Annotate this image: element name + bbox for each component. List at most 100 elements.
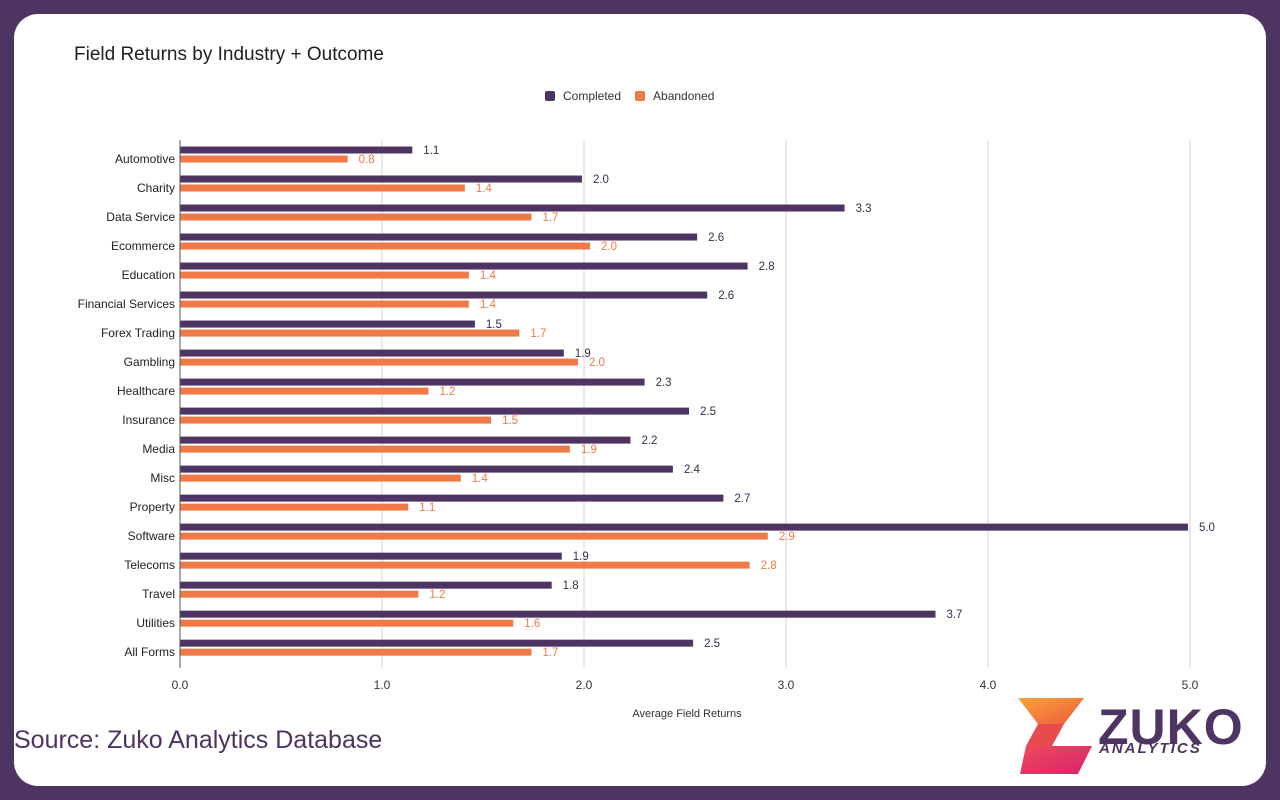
- x-tick-label: 5.0: [1182, 678, 1199, 692]
- source-caption: Source: Zuko Analytics Database: [14, 726, 383, 754]
- legend-label-completed: Completed: [563, 89, 622, 103]
- gridlines: [381, 140, 1191, 668]
- category-label: Ecommerce: [111, 239, 175, 253]
- data-label-abandoned: 1.4: [480, 299, 497, 311]
- data-label-completed: 2.0: [593, 174, 609, 186]
- data-label-completed: 2.6: [718, 290, 734, 302]
- data-label-abandoned: 1.7: [530, 328, 546, 340]
- category-label: Forex Trading: [101, 326, 175, 340]
- data-label-completed: 1.9: [575, 348, 591, 360]
- data-label-abandoned: 1.1: [419, 502, 435, 514]
- x-tick-label: 4.0: [980, 678, 997, 692]
- data-label-abandoned: 0.8: [359, 154, 375, 166]
- data-label-completed: 2.7: [734, 493, 750, 505]
- category-label: Automotive: [115, 152, 175, 166]
- category-label: All Forms: [124, 645, 175, 659]
- data-label-abandoned: 2.0: [601, 241, 617, 253]
- bar-abandoned: [180, 184, 465, 192]
- category-label: Insurance: [122, 413, 175, 427]
- category-label: Gambling: [124, 355, 175, 369]
- data-label-abandoned: 1.6: [524, 618, 540, 630]
- data-label-completed: 1.8: [563, 580, 579, 592]
- bar-abandoned: [180, 416, 492, 424]
- bar-completed: [180, 262, 748, 270]
- data-label-abandoned: 2.9: [779, 531, 795, 543]
- bar-completed: [180, 233, 698, 241]
- bar-abandoned: [180, 561, 750, 569]
- bar-abandoned: [180, 213, 532, 221]
- zuko-logo-icon: [1018, 698, 1092, 774]
- data-label-completed: 1.9: [573, 551, 589, 563]
- legend-item-abandoned[interactable]: Abandoned: [635, 89, 714, 103]
- category-label: Media: [142, 442, 175, 456]
- category-label: Charity: [137, 181, 175, 195]
- bar-abandoned: [180, 590, 419, 598]
- bar-abandoned: [180, 619, 514, 627]
- legend-item-completed[interactable]: Completed: [545, 89, 621, 103]
- logo-wordmark: ZUKO: [1098, 699, 1244, 755]
- logo-subtitle: ANALYTICS: [1099, 740, 1202, 757]
- bar-completed: [180, 552, 562, 560]
- bar-abandoned: [180, 532, 768, 540]
- x-tick-label: 1.0: [374, 678, 391, 692]
- bar-abandoned: [180, 648, 532, 656]
- category-label: Travel: [142, 587, 175, 601]
- x-axis-ticks: 0.0 1.0 2.0 3.0 4.0 5.0: [172, 678, 1199, 692]
- bar-completed: [180, 494, 724, 502]
- category-label: Utilities: [136, 616, 175, 630]
- bar-abandoned: [180, 242, 591, 250]
- data-label-abandoned: 1.2: [429, 589, 445, 601]
- chart-title: Field Returns by Industry + Outcome: [74, 44, 384, 65]
- data-label-abandoned: 1.4: [480, 270, 497, 282]
- data-label-completed: 3.3: [856, 203, 872, 215]
- data-label-completed: 2.4: [684, 464, 701, 476]
- data-label-completed: 3.7: [946, 609, 962, 621]
- bar-abandoned: [180, 474, 461, 482]
- data-label-abandoned: 1.4: [476, 183, 493, 195]
- bar-completed: [180, 320, 475, 328]
- category-label: Healthcare: [117, 384, 175, 398]
- bar-completed: [180, 291, 708, 299]
- bar-abandoned: [180, 503, 409, 511]
- category-labels: Automotive Charity Data Service Ecommerce Ed…: [78, 152, 176, 659]
- bar-abandoned: [180, 329, 520, 337]
- bar-abandoned: [180, 387, 429, 395]
- data-label-abandoned: 1.2: [439, 386, 455, 398]
- bar-completed: [180, 378, 645, 386]
- category-label: Property: [130, 500, 175, 514]
- data-label-completed: 5.0: [1199, 522, 1215, 534]
- data-label-abandoned: 1.7: [542, 647, 558, 659]
- data-label-abandoned: 2.8: [761, 560, 777, 572]
- bar-completed: [180, 204, 845, 212]
- x-tick-label: 0.0: [172, 678, 189, 692]
- legend-swatch-completed: [545, 91, 555, 101]
- x-axis-title: Average Field Returns: [632, 708, 742, 720]
- bar-completed: [180, 465, 673, 473]
- bar-completed: [180, 407, 690, 415]
- category-label: Software: [128, 529, 176, 543]
- bar-completed: [180, 610, 936, 618]
- legend-swatch-abandoned: [635, 91, 646, 101]
- data-label-completed: 1.5: [486, 319, 502, 331]
- data-label-completed: 1.1: [423, 145, 439, 157]
- chart-legend: Completed Abandoned: [545, 89, 728, 103]
- data-label-completed: 2.6: [708, 232, 724, 244]
- bar-completed: [180, 639, 694, 647]
- data-label-completed: 2.8: [759, 261, 775, 273]
- data-label-abandoned: 2.0: [589, 357, 605, 369]
- data-label-completed: 2.2: [641, 435, 657, 447]
- data-label-abandoned: 1.5: [502, 415, 518, 427]
- chart-card: [14, 14, 1266, 786]
- bar-completed: [180, 175, 582, 183]
- category-label: Misc: [150, 471, 175, 485]
- category-label: Telecoms: [124, 558, 175, 572]
- category-label: Education: [122, 268, 175, 282]
- bar-completed: [180, 581, 552, 589]
- data-label-abandoned: 1.9: [581, 444, 597, 456]
- bar-abandoned: [180, 445, 570, 453]
- bar-completed: [180, 436, 631, 444]
- bar-abandoned: [180, 155, 348, 163]
- category-label: Data Service: [106, 210, 175, 224]
- data-label-completed: 2.5: [704, 638, 720, 650]
